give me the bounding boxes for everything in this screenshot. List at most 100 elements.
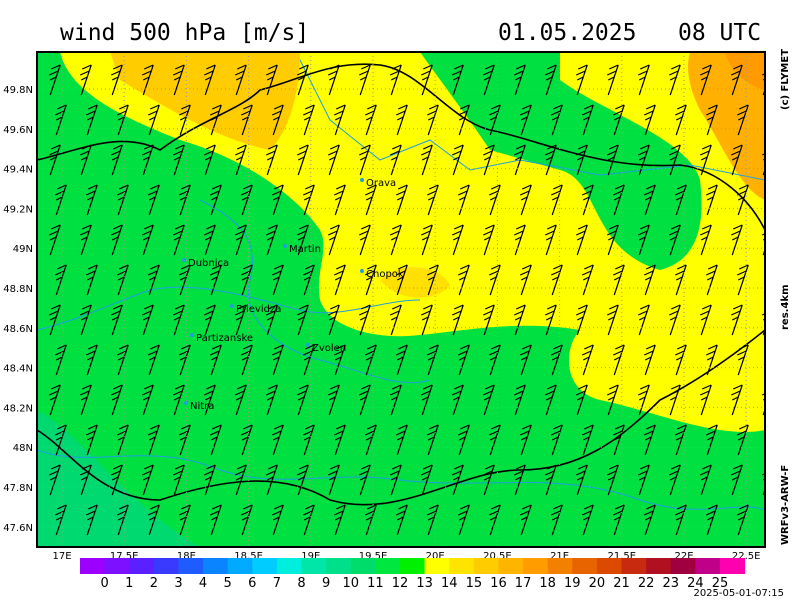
wind-barb	[675, 184, 687, 216]
wind-barb	[111, 384, 123, 416]
wind-barb	[148, 264, 160, 296]
colorbar-label: 24	[687, 576, 704, 591]
place-name: Dubnica	[188, 258, 229, 269]
lon-label: 20E	[426, 551, 445, 562]
wind-barb	[179, 424, 191, 456]
wind-barb	[328, 144, 340, 176]
wind-barb	[272, 504, 284, 536]
wind-barb	[117, 344, 129, 376]
wind-barb	[607, 304, 619, 336]
wind-barb	[86, 504, 98, 536]
field-orange-3	[725, 52, 765, 90]
wind-barb	[210, 184, 222, 216]
colorbar-cell	[449, 558, 475, 574]
lon-label: 18E	[177, 551, 196, 562]
wind-barb	[421, 304, 433, 336]
wind-barb	[235, 144, 247, 176]
lon-label: 19E	[301, 551, 320, 562]
wind-barb	[86, 424, 98, 456]
wind-barb	[452, 144, 464, 176]
wind-barb	[551, 264, 563, 296]
wind-barb	[334, 504, 346, 536]
wind-barb	[204, 144, 216, 176]
wind-barb	[365, 344, 377, 376]
colorbar-label: 14	[441, 576, 458, 591]
field-orange	[110, 52, 300, 150]
colorbar-cell	[203, 558, 229, 574]
wind-barb	[551, 184, 563, 216]
wind-barb	[607, 464, 619, 496]
wind-barb	[427, 424, 439, 456]
wind-barb	[266, 64, 278, 96]
wind-barb	[483, 464, 495, 496]
wind-barb	[328, 64, 340, 96]
wind-barb	[365, 424, 377, 456]
wind-barb	[489, 264, 501, 296]
lat-label: 48.2N	[3, 403, 33, 414]
wind-barb	[545, 464, 557, 496]
map-field	[37, 52, 779, 547]
wind-barb	[142, 224, 154, 256]
wind-barb	[545, 224, 557, 256]
lat-label: 48.4N	[3, 364, 33, 375]
wind-barb	[80, 144, 92, 176]
colorbar-cell	[498, 558, 524, 574]
wind-barb	[582, 504, 594, 536]
wind-barb	[607, 64, 619, 96]
wind-barb	[111, 64, 123, 96]
wind-barb	[483, 64, 495, 96]
colorbar-label: 21	[613, 576, 630, 591]
wind-barb	[768, 185, 779, 215]
wind-barb	[303, 424, 315, 456]
colorbar-cell	[301, 558, 327, 574]
wind-barb	[545, 144, 557, 176]
wind-barb	[669, 384, 681, 416]
wind-barb	[458, 424, 470, 456]
wind-barb	[576, 224, 588, 256]
wind-barb	[458, 504, 470, 536]
wind-barb	[644, 504, 656, 536]
wind-barb	[700, 224, 712, 256]
wind-barb	[179, 504, 191, 536]
wind-barb	[266, 464, 278, 496]
wind-barb	[458, 104, 470, 136]
wind-barb	[266, 144, 278, 176]
wind-barb	[669, 224, 681, 256]
wind-barb	[706, 504, 718, 536]
colorbar-label: 23	[662, 576, 679, 591]
wind-barb	[390, 64, 402, 96]
wind-barb	[396, 424, 408, 456]
wind-barb	[241, 184, 253, 216]
wind-barb	[768, 345, 779, 375]
wind-barb	[49, 224, 61, 256]
wind-barb	[452, 384, 464, 416]
wind-barb	[235, 464, 247, 496]
wind-barb	[390, 144, 402, 176]
border-line	[37, 329, 765, 506]
wind-barb	[297, 384, 309, 416]
wind-barb	[737, 184, 749, 216]
wind-barb	[520, 424, 532, 456]
wind-barb	[241, 504, 253, 536]
place-marker	[360, 178, 364, 182]
wind-barb	[359, 384, 371, 416]
wind-barb	[142, 304, 154, 336]
field-teal	[37, 410, 200, 547]
colorbar-label: 6	[248, 576, 256, 591]
wind-barb	[111, 464, 123, 496]
lon-label: 17E	[52, 551, 71, 562]
place-name: Nitra	[190, 401, 214, 412]
wind-barb	[359, 224, 371, 256]
wind-barb	[49, 144, 61, 176]
wind-barb	[706, 184, 718, 216]
wind-barb	[427, 104, 439, 136]
wind-barb	[613, 184, 625, 216]
wind-barb	[297, 64, 309, 96]
wind-barb	[520, 504, 532, 536]
wind-barb	[297, 224, 309, 256]
valid-time: 01.05.2025 08 UTC	[498, 20, 761, 46]
wind-barb	[514, 144, 526, 176]
colorbar-cell	[720, 558, 746, 574]
colorbar-cell	[276, 558, 303, 574]
colorbar-label: 9	[322, 576, 330, 591]
